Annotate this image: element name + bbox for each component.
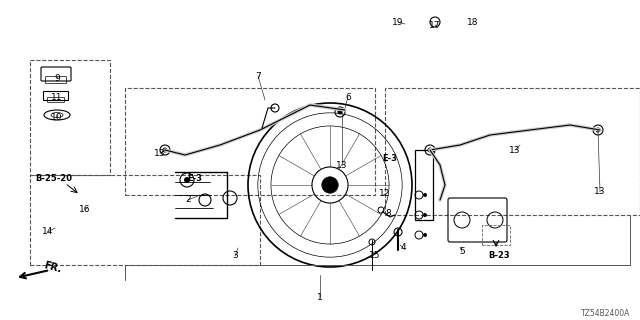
Text: 13: 13	[595, 188, 605, 196]
Text: B-23: B-23	[488, 251, 509, 260]
Circle shape	[423, 233, 427, 237]
Text: 8: 8	[385, 209, 391, 218]
Text: TZ54B2400A: TZ54B2400A	[580, 308, 630, 317]
Bar	[30, 60, 110, 175]
Bar	[30, 175, 260, 265]
Text: 12: 12	[380, 189, 390, 198]
Text: B-25-20: B-25-20	[35, 173, 72, 182]
Text: 9: 9	[54, 74, 60, 83]
Text: 16: 16	[79, 205, 91, 214]
Text: FR.: FR.	[43, 261, 63, 275]
Text: 7: 7	[255, 71, 261, 81]
Circle shape	[163, 148, 168, 153]
Text: 6: 6	[345, 92, 351, 101]
Text: 10: 10	[51, 113, 63, 122]
Bar	[125, 88, 375, 195]
Bar	[385, 88, 640, 215]
Text: 4: 4	[400, 244, 406, 252]
Text: 15: 15	[369, 251, 381, 260]
Text: 1: 1	[317, 292, 323, 301]
Circle shape	[322, 177, 338, 193]
Text: 13: 13	[509, 146, 521, 155]
Text: 17: 17	[429, 20, 441, 29]
Text: 13: 13	[336, 161, 348, 170]
Text: 19: 19	[392, 18, 404, 27]
Circle shape	[423, 213, 427, 217]
Text: E-3: E-3	[188, 173, 202, 182]
Circle shape	[184, 177, 190, 183]
Circle shape	[337, 109, 342, 115]
Text: 2: 2	[185, 196, 191, 204]
Text: 18: 18	[467, 18, 479, 27]
Text: E-3: E-3	[383, 154, 397, 163]
Text: 5: 5	[459, 247, 465, 257]
Text: 14: 14	[42, 228, 54, 236]
Circle shape	[428, 148, 433, 153]
Text: 11: 11	[51, 92, 63, 101]
Text: 3: 3	[232, 252, 238, 260]
Text: 13: 13	[154, 148, 166, 157]
Bar	[415, 150, 433, 220]
Bar	[482, 225, 510, 245]
Circle shape	[595, 127, 600, 132]
Circle shape	[423, 193, 427, 197]
